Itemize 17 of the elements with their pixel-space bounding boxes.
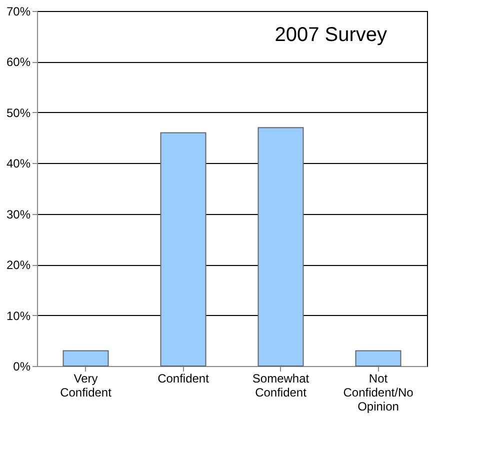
text: 2007 Survey <box>274 24 387 46</box>
x-tick-label: Very Confident <box>60 372 112 400</box>
bar <box>258 127 304 366</box>
bar <box>355 350 402 366</box>
y-tick-label: 40% <box>6 156 31 171</box>
bar <box>62 350 109 366</box>
y-tick-label: 30% <box>6 207 31 222</box>
bar <box>160 132 206 366</box>
y-tick-label: 0% <box>13 360 31 374</box>
y-tick-label: 20% <box>6 258 31 272</box>
x-tick-label: Confident <box>158 372 210 386</box>
x-tick-label: Not Confident/No Opinion <box>343 372 414 414</box>
y-tick-label: 70% <box>6 4 31 18</box>
y-tick-label: 10% <box>6 308 31 323</box>
y-tick-label: 50% <box>6 106 31 120</box>
y-tick-label: 60% <box>6 55 31 70</box>
x-tick-label: Somewhat Confident <box>252 372 310 400</box>
